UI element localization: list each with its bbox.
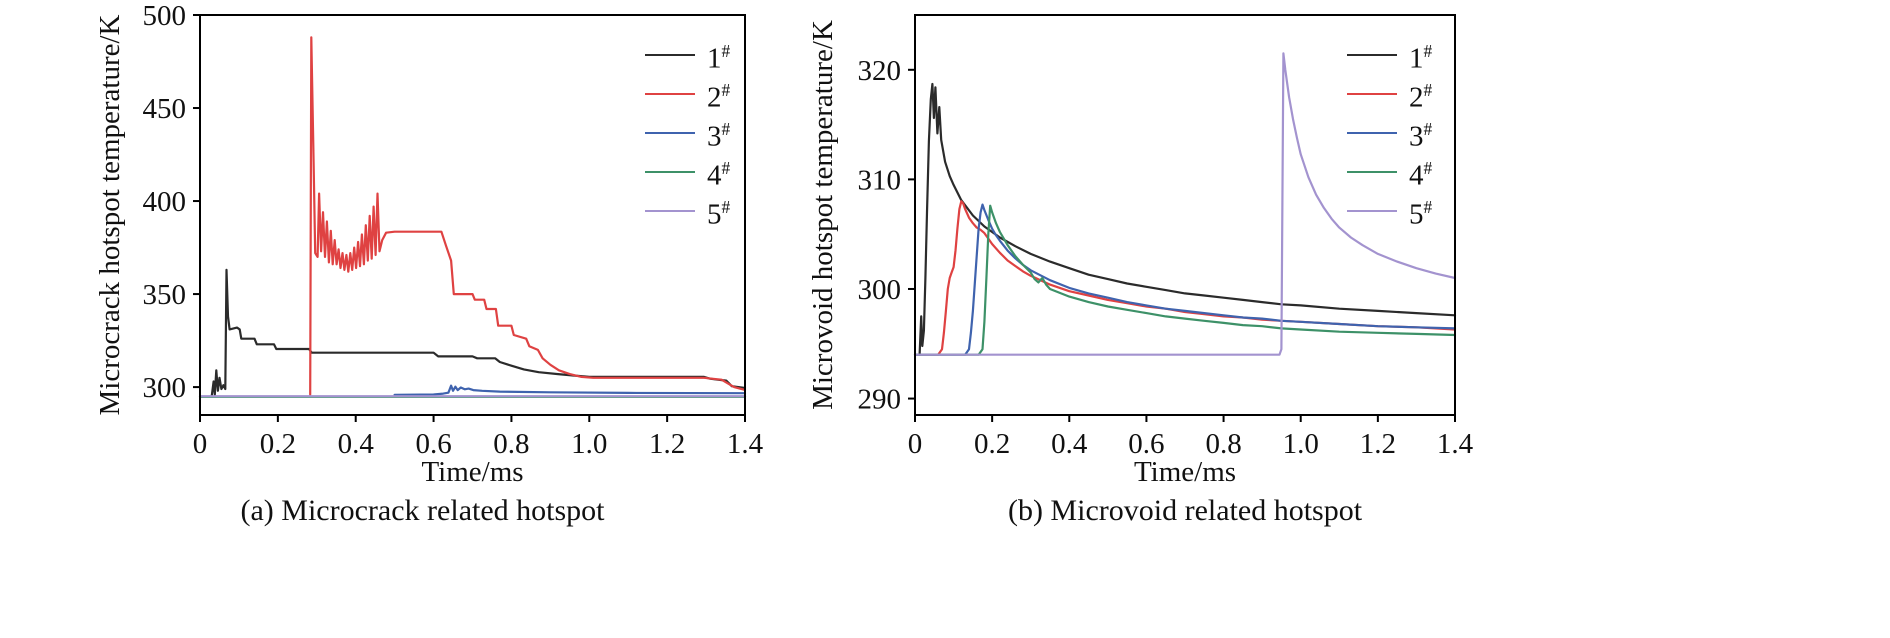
plot-area-a: 0 0.2 0.4 0.6 0.8 1.0 1.2 1.4 300 350 400 450 500 xyxy=(143,0,764,460)
legend-item: 5# xyxy=(645,196,730,230)
legend-label: 2# xyxy=(1409,80,1433,114)
svg-text:0.2: 0.2 xyxy=(260,428,296,460)
svg-text:450: 450 xyxy=(143,93,187,125)
legend-line-swatch xyxy=(645,54,695,56)
svg-text:0.6: 0.6 xyxy=(1128,428,1164,460)
legend-item: 3# xyxy=(645,118,730,152)
legend-line-swatch xyxy=(1347,210,1397,212)
legend-label: 3# xyxy=(707,119,731,153)
legend-item: 1# xyxy=(1347,40,1432,74)
legend-item: 3# xyxy=(1347,118,1432,152)
legend-a: 1# 2# 3# 4# 5# xyxy=(645,40,730,230)
svg-text:310: 310 xyxy=(858,164,902,196)
legend-label: 5# xyxy=(707,197,731,231)
legend-item: 5# xyxy=(1347,196,1432,230)
svg-text:0.4: 0.4 xyxy=(1051,428,1088,460)
legend-line-swatch xyxy=(1347,93,1397,95)
legend-label: 5# xyxy=(1409,197,1433,231)
x-axis-label-a: Time/ms xyxy=(421,456,524,488)
legend-label: 3# xyxy=(1409,119,1433,153)
svg-text:350: 350 xyxy=(143,279,187,311)
legend-label: 1# xyxy=(1409,41,1433,75)
svg-text:500: 500 xyxy=(143,0,187,32)
svg-text:0.6: 0.6 xyxy=(415,428,451,460)
legend-b: 1# 2# 3# 4# 5# xyxy=(1347,40,1432,230)
figure-a: Microcrack hotspot temperature/K 0 0.2 0.4… xyxy=(0,0,790,638)
legend-label: 4# xyxy=(1409,158,1433,192)
legend-item: 2# xyxy=(645,79,730,113)
figure-b: Microvoid hotspot temperature/K 0 0.2 0.4 0… xyxy=(790,0,1490,638)
svg-text:1.4: 1.4 xyxy=(727,428,764,460)
legend-line-swatch xyxy=(1347,54,1397,56)
svg-text:0.8: 0.8 xyxy=(1205,428,1241,460)
svg-text:1.0: 1.0 xyxy=(571,428,607,460)
legend-item: 4# xyxy=(1347,157,1432,191)
legend-line-swatch xyxy=(1347,171,1397,173)
svg-text:1.2: 1.2 xyxy=(1360,428,1396,460)
svg-text:400: 400 xyxy=(143,186,187,218)
svg-text:300: 300 xyxy=(143,372,187,404)
svg-text:290: 290 xyxy=(858,384,902,416)
legend-line-swatch xyxy=(645,171,695,173)
caption-b: (b) Microvoid related hotspot xyxy=(1007,494,1363,527)
legend-label: 1# xyxy=(707,41,731,75)
svg-text:0.8: 0.8 xyxy=(493,428,529,460)
svg-text:1.0: 1.0 xyxy=(1283,428,1319,460)
legend-label: 2# xyxy=(707,80,731,114)
legend-line-swatch xyxy=(1347,132,1397,134)
legend-line-swatch xyxy=(645,93,695,95)
svg-text:0: 0 xyxy=(908,428,923,460)
svg-text:0.4: 0.4 xyxy=(338,428,375,460)
legend-item: 2# xyxy=(1347,79,1432,113)
x-axis-label-b: Time/ms xyxy=(1133,456,1237,488)
legend-item: 4# xyxy=(645,157,730,191)
svg-text:320: 320 xyxy=(858,55,902,87)
legend-line-swatch xyxy=(645,132,695,134)
svg-text:300: 300 xyxy=(858,274,902,306)
svg-text:1.4: 1.4 xyxy=(1437,428,1474,460)
legend-item: 1# xyxy=(645,40,730,74)
plot-area-b: 0 0.2 0.4 0.6 0.8 1.0 1.2 1.4 290 300 310 320 xyxy=(858,14,1474,460)
caption-a: (a) Microcrack related hotspot xyxy=(240,494,605,527)
legend-line-swatch xyxy=(645,210,695,212)
svg-text:1.2: 1.2 xyxy=(649,428,685,460)
svg-text:0: 0 xyxy=(193,428,208,460)
svg-text:0.2: 0.2 xyxy=(974,428,1010,460)
legend-label: 4# xyxy=(707,158,731,192)
